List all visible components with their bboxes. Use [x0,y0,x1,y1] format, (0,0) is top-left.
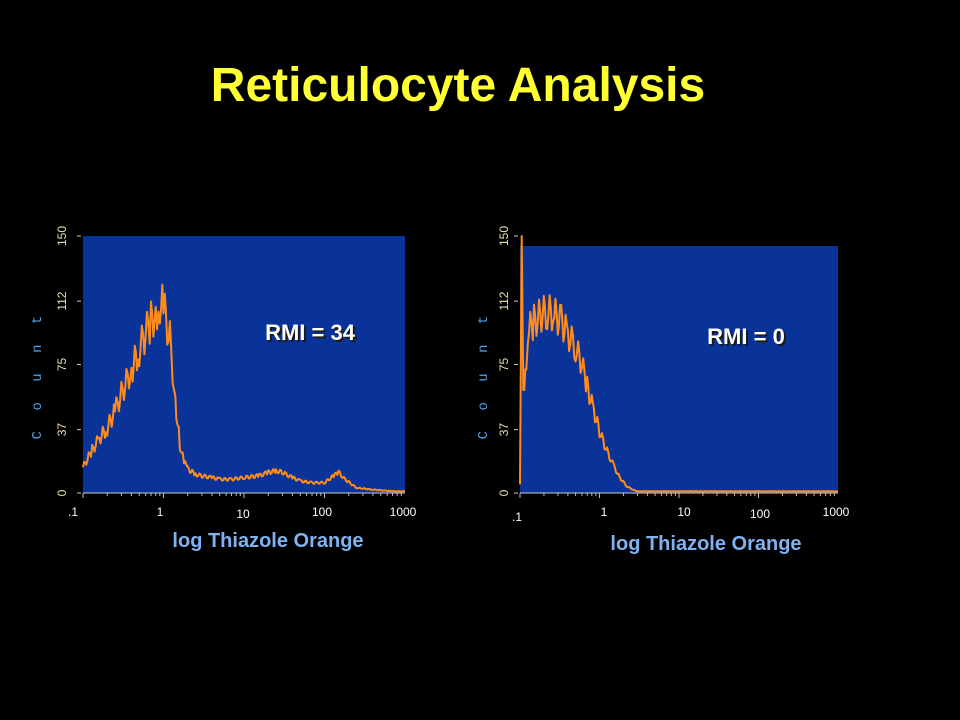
y-tick-label: 112 [497,291,511,310]
x-tick-label: 10 [236,507,250,521]
plot-area [520,246,838,493]
x-axis-label: log Thiazole Orange [172,530,363,552]
x-tick-label: 1000 [823,505,850,519]
x-tick-label: 1000 [390,505,417,519]
histogram-trace [82,283,406,493]
rmi-annotation-shadow: RMI = 34 [267,322,358,347]
y-tick-label: 0 [497,489,511,496]
y-tick-label: 37 [497,423,511,437]
y-tick-label: 150 [55,226,69,246]
y-axis-label: C o u n t [30,310,46,440]
histogram-trace [519,235,839,493]
x-tick-label: 1 [157,505,164,519]
x-tick-label: 100 [750,507,770,521]
y-tick-label: 150 [497,226,511,246]
x-tick-label: 100 [312,505,332,519]
y-tick-label: 75 [497,358,511,372]
x-tick-label: .1 [512,510,522,524]
plot-area [83,236,405,493]
x-tick-label: 1 [601,505,608,519]
x-tick-label: 10 [677,505,691,519]
x-tick-label: .1 [68,505,78,519]
page-title: Reticulocyte Analysis [210,59,706,112]
rmi-annotation: RMI = 34 [265,320,356,345]
histogram-chart-2: 0 37 75 112 150 C o u n t .1 1 10 100 1000 log Thia… [476,226,850,555]
x-axis-label: log Thiazole Orange [610,533,801,555]
y-tick-label: 37 [55,423,69,437]
y-tick-label: 112 [55,291,69,310]
y-tick-label: 0 [55,489,69,496]
histogram-chart-1: 0 37 75 112 150 C o u n t .1 1 10 100 1000 log Thia… [30,226,417,552]
y-tick-label: 75 [55,358,69,372]
rmi-annotation: RMI = 0 [707,324,785,349]
y-axis-label: C o u n t [476,310,492,440]
rmi-annotation-shadow: RMI = 0 [709,326,787,351]
